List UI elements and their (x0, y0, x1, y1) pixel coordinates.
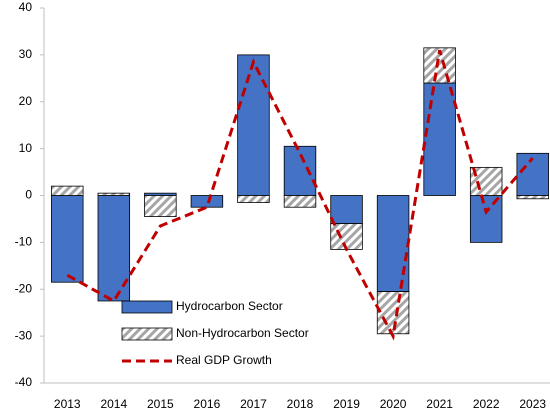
y-tick-label: -40 (15, 375, 33, 389)
y-tick-label: -30 (15, 328, 33, 342)
bar-segment (469, 195, 503, 243)
bar-segment (330, 195, 363, 225)
line (66, 49, 534, 341)
bar-segment (97, 192, 131, 196)
bar-segment (283, 145, 317, 196)
x-tick-label: 2021 (426, 397, 453, 411)
y-tick-label: 0 (25, 188, 32, 202)
y-tick-label: 20 (19, 94, 33, 108)
bar-segment (516, 195, 549, 200)
x-tick-label: 2019 (333, 397, 360, 411)
x-tick-label: 2014 (100, 397, 127, 411)
y-tick-label: 40 (19, 0, 33, 14)
bar-segment (423, 82, 456, 196)
legend-swatch (121, 327, 173, 341)
legend-swatch (121, 300, 173, 314)
x-tick-label: 2017 (240, 397, 267, 411)
y-tick-label: -20 (15, 281, 33, 295)
bar-segment (516, 152, 549, 196)
y-tick-label: 10 (19, 141, 33, 155)
bar-segment (330, 223, 363, 250)
x-tick-label: 2013 (54, 397, 81, 411)
x-tick-label: 2023 (519, 397, 546, 411)
x-tick-label: 2015 (147, 397, 174, 411)
legend-label: Hydrocarbon Sector (176, 299, 283, 313)
y-tick-label: 30 (19, 47, 33, 61)
x-tick-label: 2020 (380, 397, 407, 411)
bar-segment (51, 195, 84, 283)
bar-segment (237, 195, 270, 203)
bar-segment (283, 195, 317, 208)
x-tick-label: 2018 (287, 397, 314, 411)
bar-segment (376, 291, 410, 335)
bar-segment (376, 195, 410, 292)
bar-segment (51, 185, 84, 196)
legend-label: Non-Hydrocarbon Sector (176, 326, 309, 340)
bar-segment (144, 195, 177, 217)
x-tick-label: 2022 (473, 397, 500, 411)
bar-segment (237, 54, 270, 196)
bar-segment (190, 195, 224, 208)
x-tick-label: 2016 (194, 397, 221, 411)
y-tick-label: -10 (15, 235, 33, 249)
legend-label: Real GDP Growth (176, 353, 272, 367)
